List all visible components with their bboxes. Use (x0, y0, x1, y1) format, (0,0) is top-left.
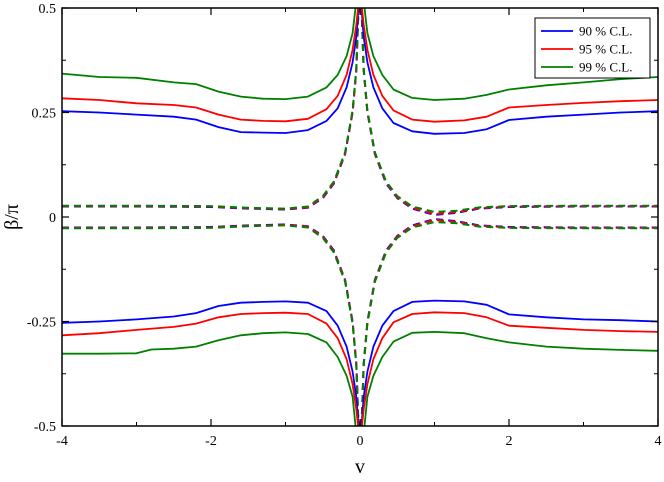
series-4-dashed-segment-1 (360, 7, 658, 216)
series-2-solid-segment-3 (363, 331, 659, 427)
series-5-dashed-segment-3 (360, 221, 658, 427)
legend-label: 95 % C.L. (579, 42, 632, 57)
series-1-solid-segment-0 (61, 7, 359, 123)
x-tick-label: -4 (56, 434, 68, 449)
legend-label: 99 % C.L. (579, 60, 632, 75)
series-layer (61, 7, 659, 427)
y-axis-title: β/π (1, 204, 23, 230)
x-tick-label: 2 (506, 434, 513, 449)
x-tick-label: 0 (357, 434, 364, 449)
x-tick-label: -2 (205, 434, 217, 449)
series-0-solid-segment-1 (360, 7, 659, 135)
series-2-solid-segment-1 (363, 7, 659, 101)
y-tick-label: -0.5 (34, 420, 56, 435)
x-tick-label: 4 (655, 434, 662, 449)
series-2-solid-segment-2 (62, 331, 357, 427)
series-0-solid-segment-0 (61, 7, 360, 134)
legend: 90 % C.L. 95 % C.L. 99 % C.L. (534, 17, 651, 79)
legend-label: 90 % C.L. (579, 24, 632, 39)
series-0-solid-segment-3 (360, 299, 659, 427)
y-tick-label: 0.5 (39, 2, 57, 17)
y-tick-label: -0.25 (27, 316, 56, 331)
series-0-solid-segment-2 (61, 300, 360, 427)
series-5-dashed-segment-1 (360, 7, 658, 213)
tick-layer: -4 -2 0 2 4 -0.5 -0.25 0 0.25 0.5 (27, 2, 662, 449)
legend-box (534, 17, 651, 79)
series-2-solid-segment-0 (61, 7, 357, 100)
series-5-dashed-segment-0 (62, 7, 360, 210)
series-5-dashed-segment-2 (62, 224, 360, 427)
x-axis-title: v (355, 456, 365, 478)
y-tick-label: 0.25 (32, 107, 57, 122)
series-1-solid-segment-2 (61, 311, 359, 427)
y-tick-label: 0 (49, 211, 56, 226)
series-1-solid-segment-1 (361, 7, 659, 123)
series-4-dashed-segment-3 (360, 218, 658, 427)
series-1-solid-segment-3 (361, 311, 659, 427)
